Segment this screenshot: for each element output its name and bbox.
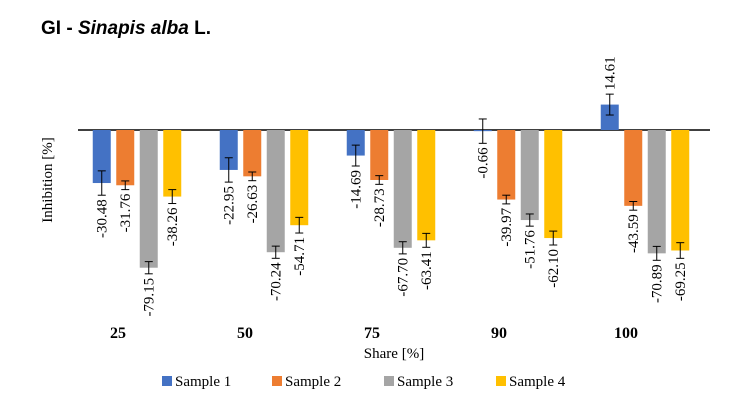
data-label: 14.61: [603, 56, 619, 90]
legend-swatch-3: [384, 376, 394, 386]
data-label: -67.70: [396, 258, 412, 297]
bar-sample-2-75: [370, 130, 389, 180]
bar-sample-3-50: [266, 130, 285, 253]
data-label: -70.24: [269, 262, 285, 301]
data-label: -28.73: [372, 188, 388, 227]
legend-label-1: Sample 1: [175, 374, 231, 390]
bar-sample-4-90: [544, 130, 563, 239]
category-label: 25: [110, 325, 126, 342]
title-suffix: L.: [188, 18, 211, 39]
data-label: -22.95: [222, 186, 238, 225]
legend-label-2: Sample 2: [285, 374, 341, 390]
bar-sample-2-25: [116, 130, 135, 186]
data-label: -69.25: [673, 262, 689, 301]
data-label: -38.26: [165, 207, 181, 246]
title-species: Sinapis alba: [77, 18, 189, 39]
bar-sample-3-100: [647, 130, 666, 254]
data-label: -14.69: [349, 170, 365, 209]
category-label: 75: [364, 325, 380, 342]
bar-sample-1-75: [346, 130, 365, 156]
legend-swatch-4: [496, 376, 506, 386]
data-label: -54.71: [292, 237, 308, 276]
bar-sample-2-50: [243, 130, 262, 177]
bar-sample-4-100: [671, 130, 690, 251]
y-axis-title: Inhibition [%]: [40, 137, 56, 222]
bar-sample-2-90: [497, 130, 516, 200]
bar-sample-1-50: [219, 130, 238, 170]
bar-sample-1-25: [92, 130, 111, 184]
x-axis-title: Share [%]: [364, 346, 424, 362]
bar-sample-1-100: [600, 104, 619, 130]
bar-sample-4-25: [163, 130, 182, 197]
bar-sample-4-50: [290, 130, 309, 226]
data-label: -39.97: [499, 207, 515, 246]
legend-label-3: Sample 3: [397, 374, 453, 390]
data-label: -0.66: [476, 147, 492, 179]
legend-swatch-2: [272, 376, 282, 386]
data-label: -26.63: [245, 185, 261, 224]
category-label: 100: [614, 325, 638, 342]
bar-sample-4-75: [417, 130, 436, 241]
title-prefix: GI -: [41, 18, 78, 39]
category-label: 90: [491, 325, 507, 342]
data-label: -51.76: [523, 230, 539, 269]
data-label: -30.48: [95, 199, 111, 238]
data-label: -43.59: [626, 214, 642, 253]
legend-label-4: Sample 4: [509, 374, 566, 390]
bar-sample-3-90: [520, 130, 539, 221]
chart-title: GI - Sinapis alba L.: [41, 18, 211, 40]
data-label: -31.76: [118, 193, 134, 232]
data-label: -62.10: [546, 249, 562, 288]
category-label: 50: [237, 325, 253, 342]
data-label: -63.41: [419, 251, 435, 290]
bar-sample-3-25: [139, 130, 158, 268]
data-label: -70.89: [650, 264, 666, 303]
legend-swatch-1: [162, 376, 172, 386]
bar-sample-2-100: [624, 130, 643, 206]
bar-sample-3-75: [393, 130, 412, 248]
data-label: -79.15: [142, 278, 158, 317]
